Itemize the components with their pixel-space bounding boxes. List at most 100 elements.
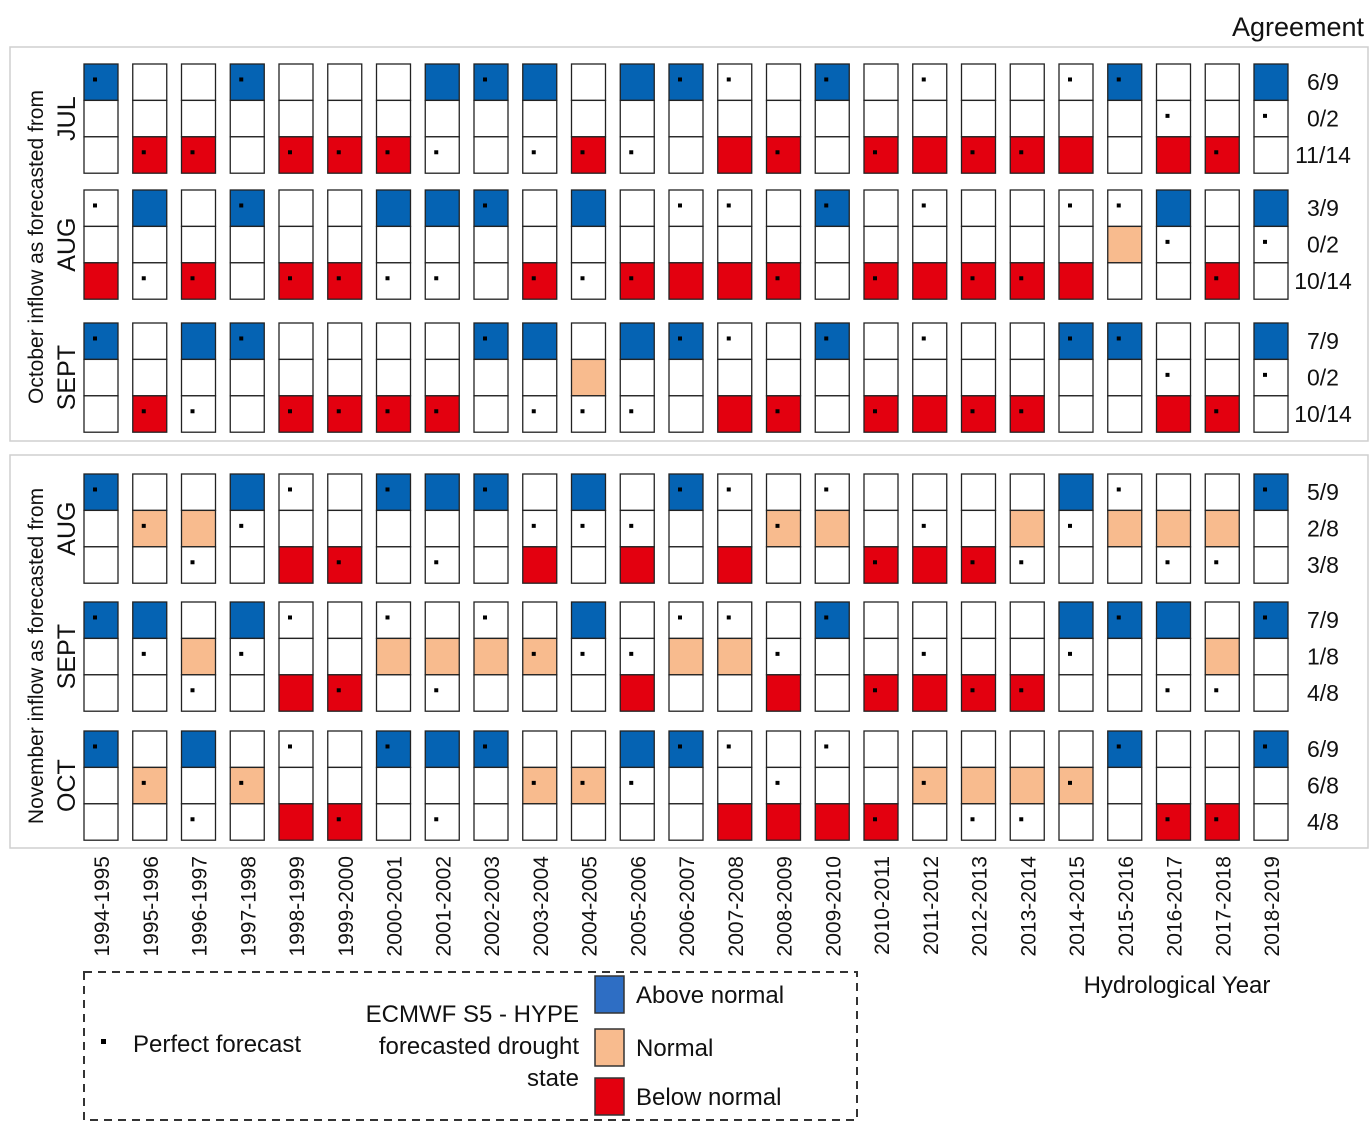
perfect-dot-p1-jul-2008-2009 <box>775 150 780 155</box>
cell-p2-aug-2012-2013-above-normal <box>960 473 997 512</box>
perfect-dot-p1-jul-2006-2007 <box>678 77 682 82</box>
perfect-dot-p1-jul-2013-2014 <box>1019 150 1024 155</box>
cell-p2-oct-2004-2005-normal <box>570 766 607 805</box>
year-tick-2002-2003: 2002-2003 <box>481 856 504 956</box>
perfect-dot-p1-jul-2003-2004 <box>531 150 536 155</box>
cell-p2-sept-1997-1998-below-normal <box>229 674 265 712</box>
cell-p2-sept-2005-2006-above-normal <box>619 601 655 640</box>
cell-p2-oct-2015-2016-above-normal <box>1107 730 1143 769</box>
cell-p1-aug-1995-1996-normal <box>132 225 168 264</box>
cell-p2-aug-2003-2004-above-normal <box>522 473 558 512</box>
cell-p1-sept-2014-2015-below-normal <box>1058 395 1094 433</box>
year-tick-2017-2018: 2017-2018 <box>1212 856 1235 956</box>
perfect-dot-p2-oct-2018-2019 <box>1263 744 1267 749</box>
cell-p1-sept-2018-2019-normal <box>1253 358 1289 397</box>
cell-p1-aug-2008-2009-below-normal <box>765 262 802 300</box>
panel-ylabel-november: November inflow as forecasted from <box>25 488 48 824</box>
cell-p2-aug-2017-2018-normal <box>1204 509 1240 548</box>
perfect-dot-p2-sept-2003-2004 <box>531 651 536 656</box>
agreement-p2-sept-above-normal: 7/9 <box>1307 607 1339 633</box>
cell-p1-jul-2014-2015-above-normal <box>1058 63 1094 102</box>
perfect-dot-p1-aug-2000-2001 <box>385 276 390 281</box>
cell-p1-aug-1994-1995-below-normal <box>83 262 119 300</box>
legend-title-line-2: forecasted drought <box>379 1033 579 1060</box>
cell-p1-sept-2003-2004-above-normal <box>522 322 558 361</box>
perfect-dot-p2-oct-1998-1999 <box>288 744 292 749</box>
agreement-p2-oct-above-normal: 6/9 <box>1307 736 1339 762</box>
year-tick-2012-2013: 2012-2013 <box>969 856 992 956</box>
cell-p2-sept-2018-2019-above-normal <box>1253 601 1289 640</box>
cell-p1-aug-2017-2018-above-normal <box>1204 189 1240 228</box>
perfect-dot-p1-jul-1995-1996 <box>141 150 146 155</box>
cell-p1-jul-1997-1998-above-normal <box>229 63 265 102</box>
cell-p2-sept-1999-2000-below-normal <box>327 674 363 712</box>
cell-p2-oct-2003-2004-below-normal <box>522 803 558 841</box>
perfect-dot-p1-jul-2009-2010 <box>824 77 829 82</box>
cell-p2-aug-2000-2001-below-normal <box>375 546 412 584</box>
perfect-dot-p2-sept-2016-2017 <box>1165 688 1170 693</box>
perfect-dot-p1-jul-2016-2017 <box>1165 113 1170 118</box>
perfect-dot-p1-jul-2007-2008 <box>726 77 731 82</box>
perfect-dot-p1-aug-2017-2018 <box>1214 276 1219 281</box>
cell-p1-aug-2015-2016-below-normal <box>1107 262 1143 300</box>
cell-p1-jul-2014-2015-normal <box>1058 99 1094 138</box>
legend-swatch-below-normal <box>594 1077 625 1116</box>
cell-p1-sept-2007-2008-normal <box>717 358 753 397</box>
cell-p2-aug-1996-1997-normal <box>180 509 217 548</box>
cell-p1-aug-2010-2011-below-normal <box>863 262 899 300</box>
perfect-dot-p1-aug-1998-1999 <box>288 276 292 281</box>
cell-p2-aug-2005-2006-below-normal <box>619 546 655 584</box>
cell-p2-oct-1999-2000-above-normal <box>327 730 363 769</box>
cell-p2-sept-2014-2015-above-normal <box>1058 601 1094 640</box>
cell-p2-sept-2014-2015-normal <box>1058 637 1094 676</box>
perfect-dot-p1-jul-1996-1997 <box>190 150 195 155</box>
cell-p1-sept-2008-2009-normal <box>765 358 802 397</box>
cell-p1-aug-2000-2001-normal <box>375 225 412 264</box>
cell-p1-aug-2012-2013-normal <box>960 225 997 264</box>
perfect-dot-p2-aug-2009-2010 <box>824 487 829 492</box>
cell-p2-aug-2017-2018-above-normal <box>1204 473 1240 512</box>
cell-p1-jul-2007-2008-below-normal <box>717 136 753 174</box>
cell-p1-aug-2013-2014-above-normal <box>1009 189 1045 228</box>
perfect-dot-p2-sept-2018-2019 <box>1263 615 1267 620</box>
cell-p2-aug-1998-1999-below-normal <box>278 546 314 584</box>
legend-frame <box>83 971 858 1121</box>
perfect-dot-p2-oct-2000-2001 <box>385 744 390 749</box>
cell-p2-oct-2009-2010-normal <box>814 766 850 805</box>
agreement-p1-jul-normal: 0/2 <box>1307 106 1339 132</box>
cell-p1-jul-2016-2017-above-normal <box>1155 63 1192 102</box>
year-tick-2015-2016: 2015-2016 <box>1115 856 1138 956</box>
cell-p2-aug-1994-1995-normal <box>83 509 119 548</box>
perfect-dot-p1-jul-2012-2013 <box>970 150 975 155</box>
perfect-dot-p2-sept-2015-2016 <box>1116 615 1121 620</box>
perfect-dot-p2-aug-2018-2019 <box>1263 487 1267 492</box>
cell-p1-jul-2017-2018-above-normal <box>1204 63 1240 102</box>
perfect-dot-p1-sept-2000-2001 <box>385 409 390 414</box>
cell-p2-aug-1999-2000-below-normal <box>327 546 363 584</box>
perfect-dot-p2-oct-2016-2017 <box>1165 817 1170 822</box>
perfect-dot-p1-aug-2003-2004 <box>531 276 536 281</box>
agreement-p2-aug-below-normal: 3/8 <box>1307 552 1339 578</box>
cell-p2-sept-2006-2007-above-normal <box>668 601 704 640</box>
cell-p2-oct-2015-2016-normal <box>1107 766 1143 805</box>
cell-p2-oct-2004-2005-above-normal <box>570 730 607 769</box>
cell-p1-sept-2017-2018-below-normal <box>1204 395 1240 433</box>
cell-p1-jul-1996-1997-below-normal <box>180 136 217 174</box>
cell-p1-sept-1995-1996-below-normal <box>132 395 168 433</box>
cell-p2-oct-1999-2000-below-normal <box>327 803 363 841</box>
perfect-dot-p1-sept-2004-2005 <box>580 409 585 414</box>
cell-p2-sept-1999-2000-above-normal <box>327 601 363 640</box>
cell-p2-oct-1994-1995-below-normal <box>83 803 119 841</box>
cell-p1-aug-1998-1999-below-normal <box>278 262 314 300</box>
agreement-p2-oct-below-normal: 4/8 <box>1307 809 1339 835</box>
cell-p1-jul-2008-2009-above-normal <box>765 63 802 102</box>
cell-p2-aug-2008-2009-below-normal <box>765 546 802 584</box>
year-tick-2008-2009: 2008-2009 <box>774 856 797 956</box>
cell-p2-oct-2006-2007-above-normal <box>668 730 704 769</box>
cell-p2-sept-2001-2002-above-normal <box>424 601 460 640</box>
cell-p2-oct-1998-1999-normal <box>278 766 314 805</box>
perfect-dot-p2-oct-2003-2004 <box>531 780 536 785</box>
cell-p2-aug-2000-2001-above-normal <box>375 473 412 512</box>
cell-p2-sept-2000-2001-normal <box>375 637 412 676</box>
group-label-p2-sept: SEPT <box>53 624 81 689</box>
